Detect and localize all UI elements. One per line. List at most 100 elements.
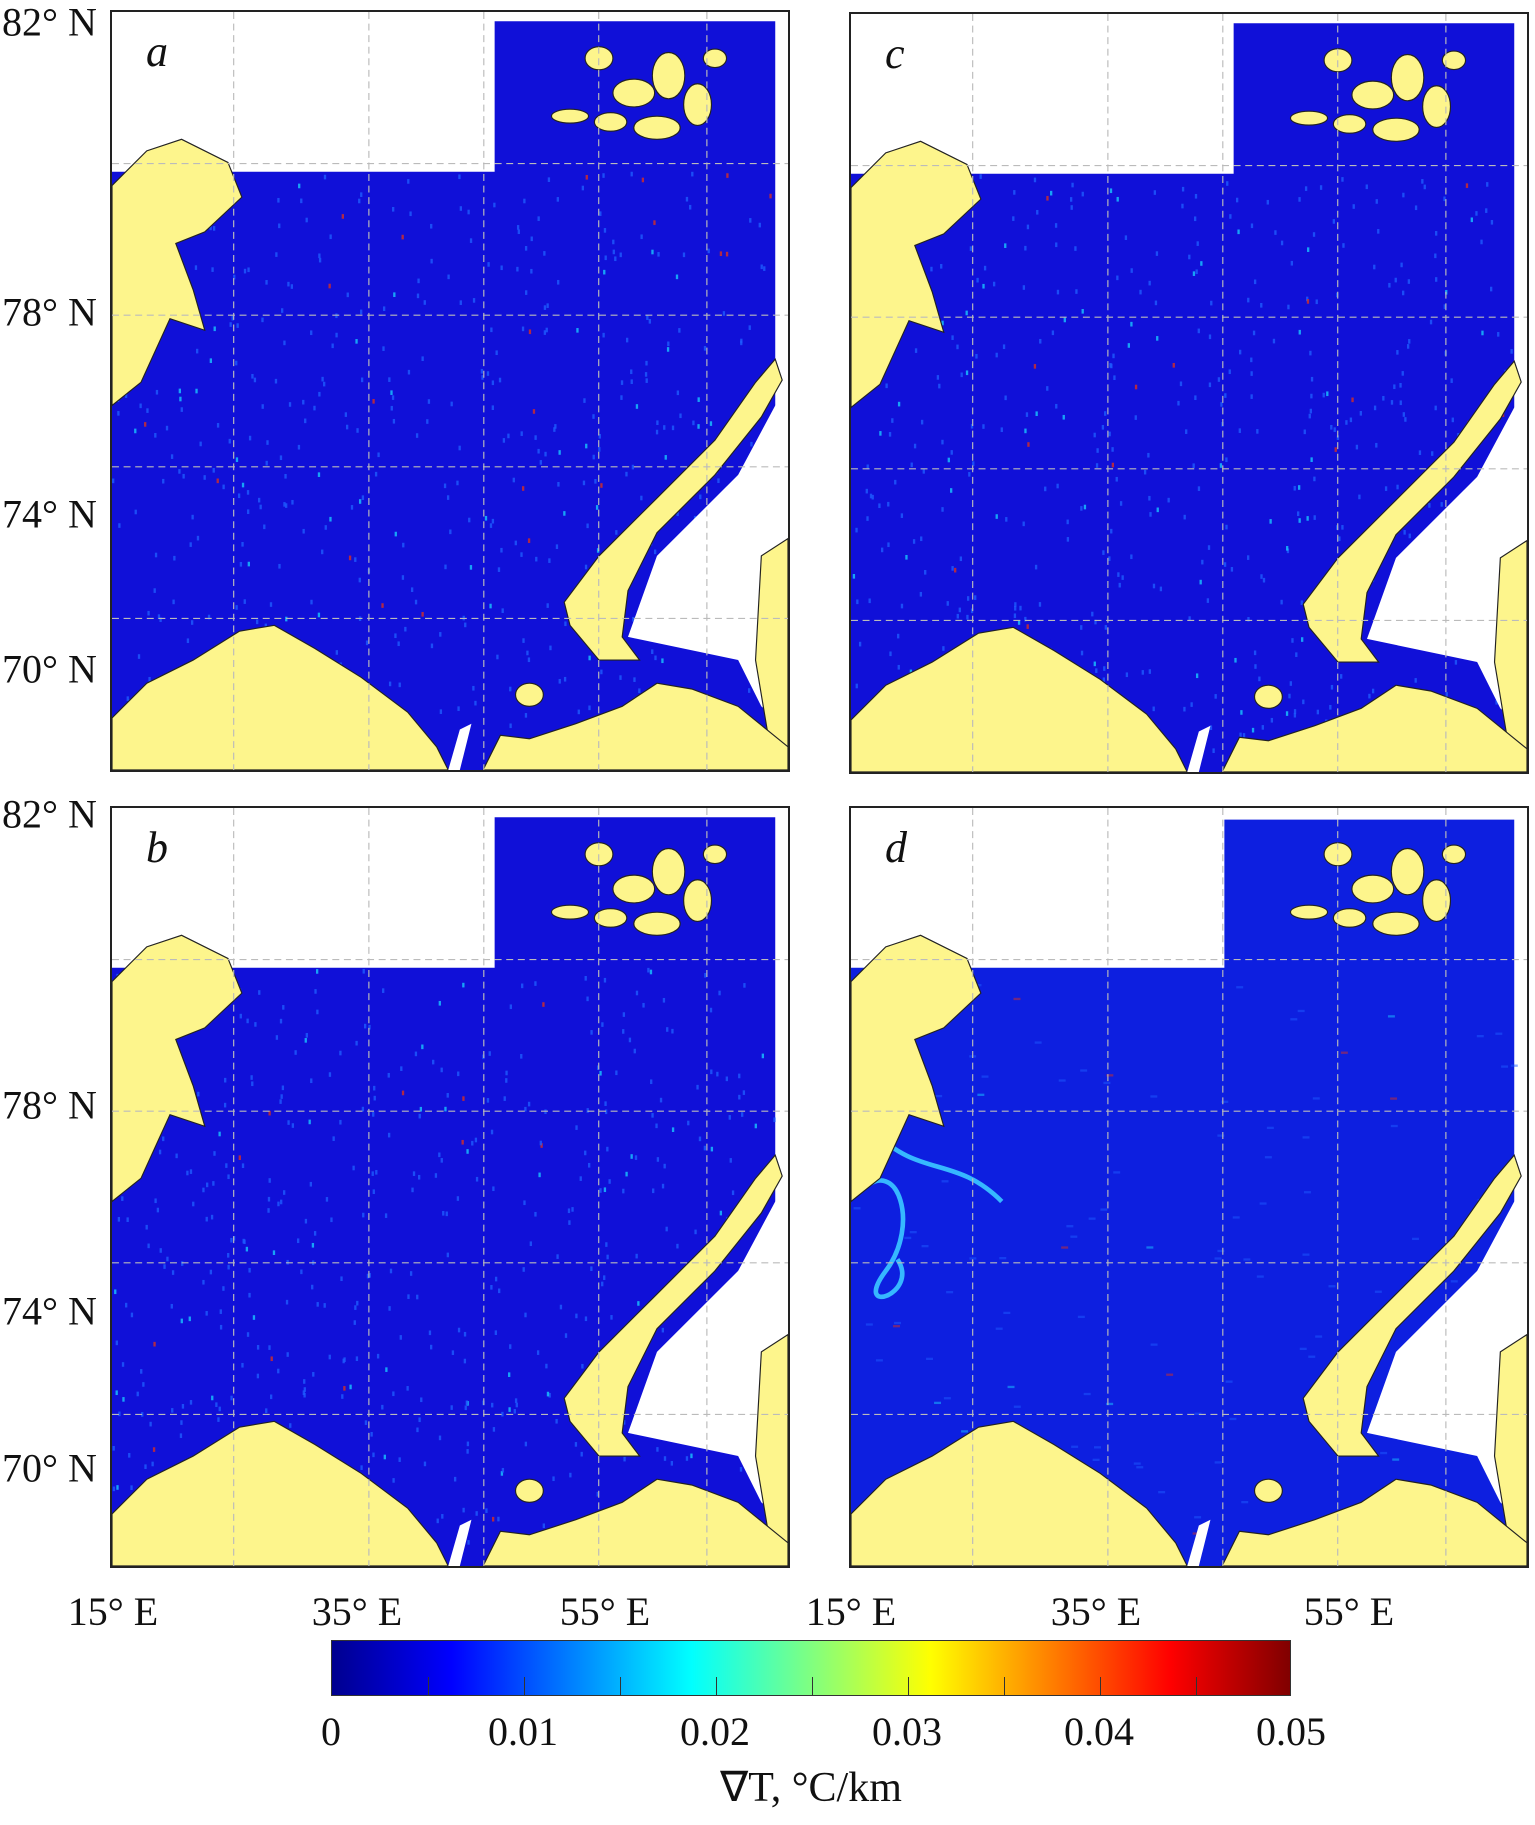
gradient-mark (1130, 321, 1133, 327)
gradient-mark (304, 1038, 307, 1043)
gradient-mark (532, 409, 536, 414)
gradient-mark (913, 443, 917, 449)
gradient-mark (228, 438, 231, 444)
gradient-mark (940, 263, 943, 269)
gradient-mark (330, 1217, 333, 1223)
gradient-mark (480, 368, 484, 374)
gradient-mark (657, 252, 660, 257)
gradient-mark (1108, 556, 1111, 561)
gradient-mark (209, 358, 213, 364)
gradient-mark (219, 1309, 222, 1314)
gradient-mark (1217, 1249, 1225, 1253)
gradient-mark (1497, 332, 1500, 337)
land-svalbard (851, 934, 982, 1203)
gradient-mark (1095, 463, 1099, 468)
gradient-mark (1024, 428, 1027, 434)
gradient-mark (440, 1067, 443, 1073)
gradient-mark (355, 339, 358, 344)
gradient-mark (1238, 349, 1242, 355)
gradient-mark (891, 418, 894, 423)
gradient-mark (1148, 669, 1152, 674)
gradient-mark (213, 326, 216, 332)
gradient-mark (382, 306, 386, 312)
gradient-mark (625, 1171, 628, 1177)
gradient-mark (285, 1299, 289, 1305)
land-kolguev (514, 1478, 544, 1503)
gradient-mark (628, 1037, 632, 1043)
gradient-mark (1334, 447, 1337, 452)
land-franz-josef-island (612, 874, 656, 904)
gradient-mark (462, 1507, 465, 1513)
gradient-mark (1302, 1136, 1310, 1139)
gradient-mark (245, 1246, 249, 1252)
gradient-mark (222, 1286, 225, 1291)
gradient-mark (490, 327, 493, 333)
gradient-mark (218, 1406, 221, 1412)
gradient-mark (443, 483, 447, 489)
gradient-mark (247, 509, 250, 515)
gradient-mark (305, 1033, 308, 1038)
gradient-mark (750, 441, 753, 447)
gradient-mark (1256, 1275, 1264, 1278)
gradient-mark (956, 613, 959, 619)
gradient-mark (509, 723, 512, 729)
gradient-mark (1210, 300, 1213, 306)
gradient-mark (739, 1467, 743, 1472)
gradient-mark (363, 1023, 367, 1029)
gradient-mark (1260, 302, 1263, 308)
gradient-mark (312, 1372, 315, 1377)
gradient-mark (622, 1188, 625, 1194)
gradient-mark (941, 439, 944, 445)
gradient-mark (1396, 484, 1399, 490)
gradient-mark (1266, 1126, 1274, 1130)
gradient-mark (773, 1117, 776, 1123)
gradient-mark (1359, 410, 1362, 416)
gradient-mark (946, 1291, 954, 1294)
gradient-mark (738, 1094, 741, 1100)
gradient-mark (725, 1076, 729, 1082)
gradient-mark (1412, 1237, 1419, 1241)
gradient-mark (1404, 417, 1407, 422)
gradient-mark (391, 395, 395, 400)
gradient-mark (1403, 530, 1406, 535)
colorbar-tick (908, 1677, 909, 1695)
gradient-mark (1501, 1065, 1509, 1068)
gradient-mark (526, 650, 529, 656)
panel-label: a (146, 27, 168, 76)
map-canvas (851, 14, 1527, 772)
gradient-mark (1465, 183, 1469, 188)
gradient-mark (577, 709, 580, 715)
gradient-mark (575, 1313, 578, 1319)
gradient-mark (958, 607, 961, 613)
gradient-mark (914, 348, 918, 353)
gradient-mark (514, 540, 517, 546)
land-russia-coast (1221, 1478, 1527, 1566)
gradient-mark (409, 211, 412, 217)
land-scandinavia (112, 624, 449, 770)
gradient-mark (1036, 209, 1039, 215)
gradient-mark (341, 1394, 344, 1399)
gradient-mark (463, 1331, 467, 1337)
gradient-mark (1247, 617, 1250, 622)
gradient-mark (1307, 247, 1310, 252)
gradient-mark (1295, 652, 1298, 657)
gradient-mark (1302, 1253, 1310, 1256)
x-label: 15° E (805, 1589, 897, 1634)
gradient-mark (604, 1109, 608, 1115)
gradient-mark (1033, 364, 1037, 369)
gradient-mark (738, 1073, 741, 1079)
gradient-mark (281, 308, 284, 313)
gradient-mark (640, 234, 643, 240)
gradient-mark (977, 1093, 985, 1096)
gradient-mark (761, 1053, 765, 1059)
gradient-mark (430, 643, 434, 649)
gradient-mark (277, 197, 280, 203)
gradient-mark (671, 1127, 675, 1133)
gradient-mark (1250, 371, 1253, 376)
gradient-mark (703, 346, 707, 351)
land-kolguev (514, 682, 544, 707)
land-franz-josef-island (1372, 911, 1420, 936)
gradient-mark (599, 211, 602, 216)
gradient-mark (349, 1384, 352, 1390)
